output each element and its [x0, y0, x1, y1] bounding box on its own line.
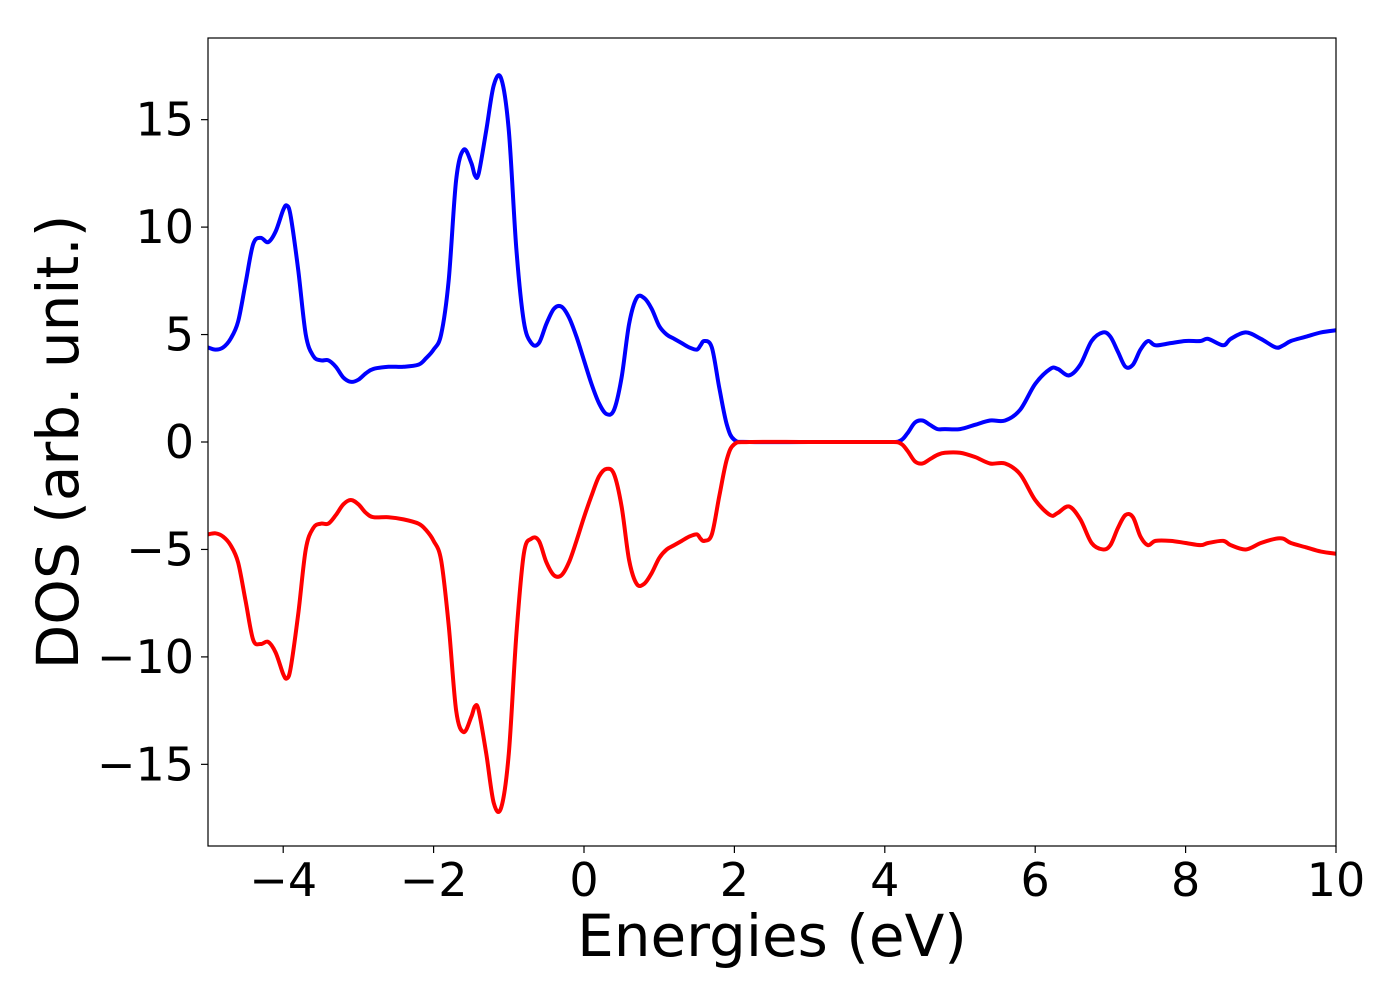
y-tick-label: 5	[165, 308, 194, 362]
x-tick-label: 10	[1307, 853, 1366, 907]
y-tick-label: −15	[97, 737, 194, 791]
series-line-0	[207, 73, 1337, 445]
y-axis-title: DOS (arb. unit.)	[24, 215, 92, 670]
x-tick-label: −2	[400, 853, 468, 907]
x-tick-label: 4	[870, 853, 899, 907]
series-layer	[207, 73, 1337, 814]
x-tick-label: −4	[249, 853, 317, 907]
tick-layer: −4 −2 0 2 4 6 8 10 15 10 5 0 −5 −10 −15	[97, 93, 1365, 907]
x-tick-label: 0	[569, 853, 598, 907]
y-tick-label: −5	[126, 522, 194, 576]
y-tick-label: 10	[135, 200, 194, 254]
y-tick-label: 15	[135, 93, 194, 147]
y-tick-label: 0	[165, 415, 194, 469]
series-line-1	[207, 439, 1337, 814]
x-tick-label: 8	[1171, 853, 1200, 907]
x-axis-title: Energies (eV)	[577, 902, 967, 970]
y-tick-label: −10	[97, 630, 194, 684]
x-tick-label: 2	[720, 853, 749, 907]
x-tick-label: 6	[1021, 853, 1050, 907]
